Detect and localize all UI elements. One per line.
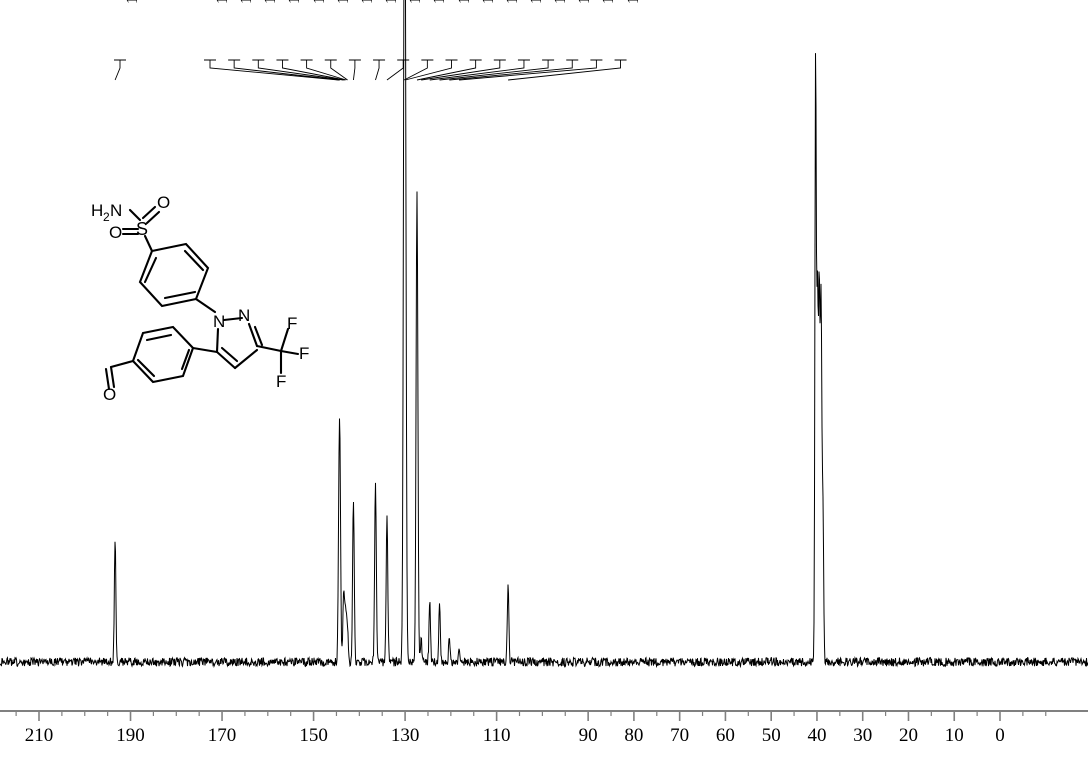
bond-aryl-cho xyxy=(109,359,135,369)
label-fluorine-3: F xyxy=(276,372,286,391)
peak-leader-line xyxy=(324,59,348,81)
axis-tick-label: 150 xyxy=(299,725,328,746)
ring2-inner-b xyxy=(136,358,156,378)
label-oxygen-left: O xyxy=(109,223,122,242)
axis-tick-label: 10 xyxy=(944,725,964,746)
bond-c5-n1 xyxy=(215,327,220,354)
ring1-inner-b xyxy=(183,249,205,272)
bond-c3-c4 xyxy=(233,348,259,370)
label-pyrazole-n2: N xyxy=(238,306,250,325)
peak-leader-line xyxy=(403,59,434,81)
peak-leader-line xyxy=(459,59,603,81)
axis-tick-label: 30 xyxy=(853,725,873,746)
label-oxygen-top: O xyxy=(157,193,170,212)
bond-c5-aryl xyxy=(191,346,219,354)
peak-leader-line xyxy=(300,59,347,81)
bond-cf3-f2 xyxy=(279,349,300,356)
axis-tick-label: 50 xyxy=(761,725,781,746)
axis-tick-label: 130 xyxy=(390,725,420,746)
peak-leader-line xyxy=(439,59,555,81)
ring2-inner-a xyxy=(145,333,173,342)
label-fluorine-2: F xyxy=(299,344,309,363)
bond-cf3-f1 xyxy=(279,327,290,353)
structure-svg: H 2 N S O O N N F F F O xyxy=(91,193,309,404)
ring2-inner-c xyxy=(180,348,191,371)
peak-leader-line xyxy=(386,59,410,81)
spectrum-trace xyxy=(0,0,1088,669)
peak-leader-lines xyxy=(114,59,627,81)
bond-s-n xyxy=(128,208,142,222)
bond-ring-n1 xyxy=(194,297,217,314)
peak-leader-line xyxy=(449,59,579,81)
bond-s-o-top-a xyxy=(141,205,157,220)
peak-leader-line xyxy=(276,59,345,81)
label-sulfur: S xyxy=(136,219,148,239)
axis-tick-label: 170 xyxy=(207,725,237,746)
peak-leader-line xyxy=(421,59,506,81)
peak-leader-line xyxy=(348,59,361,81)
axis-tick-label: 0 xyxy=(995,725,1005,746)
label-fluorine-1: F xyxy=(287,314,297,333)
ring1-inner-a xyxy=(143,256,158,284)
chemical-shift-axis xyxy=(0,710,1088,721)
ring1-inner-c xyxy=(163,290,197,300)
peak-leader-line xyxy=(252,59,344,81)
axis-tick-label: 60 xyxy=(715,725,735,746)
axis-tick-label: 190 xyxy=(116,725,145,746)
bond-cho-o-a xyxy=(109,365,116,389)
label-h2n-subscript: 2 xyxy=(103,210,110,224)
axis-tick-label: 80 xyxy=(624,725,644,746)
bond-c3-cf3 xyxy=(255,344,283,353)
bond-s-ring xyxy=(143,234,154,253)
bond-n2-c3-inner xyxy=(253,325,264,347)
label-aldehyde-oxygen: O xyxy=(103,385,116,400)
axis-tick-label: 20 xyxy=(898,725,918,746)
bond-c4-c5-inner xyxy=(220,346,239,363)
peak-leader-line xyxy=(114,59,126,81)
axis-tick-label: 210 xyxy=(24,725,54,746)
label-h2n: H xyxy=(91,201,103,220)
peak-leader-line xyxy=(373,59,386,81)
bond-c4-c5 xyxy=(215,350,237,370)
peak-leader-line xyxy=(416,59,482,81)
peak-leader-line xyxy=(508,59,627,81)
axis-tick-label: 70 xyxy=(670,725,690,746)
peak-leader-line xyxy=(204,59,339,81)
label-pyrazole-n1: N xyxy=(213,312,225,331)
bond-n1-n2 xyxy=(222,316,244,322)
peak-leader-line xyxy=(228,59,340,81)
chemical-structure-diagram: H 2 N S O O N N F F F O xyxy=(85,188,317,404)
axis-tick-label: 110 xyxy=(482,725,511,746)
bond-s-o-top-b xyxy=(145,210,161,225)
bond-cho-o-b xyxy=(104,367,111,391)
axis-tick-label: 90 xyxy=(578,725,598,746)
label-n-sulfonamide: N xyxy=(110,201,122,220)
bond-n2-c3 xyxy=(247,322,259,348)
peak-leader-line xyxy=(405,59,458,81)
peak-leader-line xyxy=(429,59,530,81)
axis-tick-label: 40 xyxy=(807,725,827,746)
